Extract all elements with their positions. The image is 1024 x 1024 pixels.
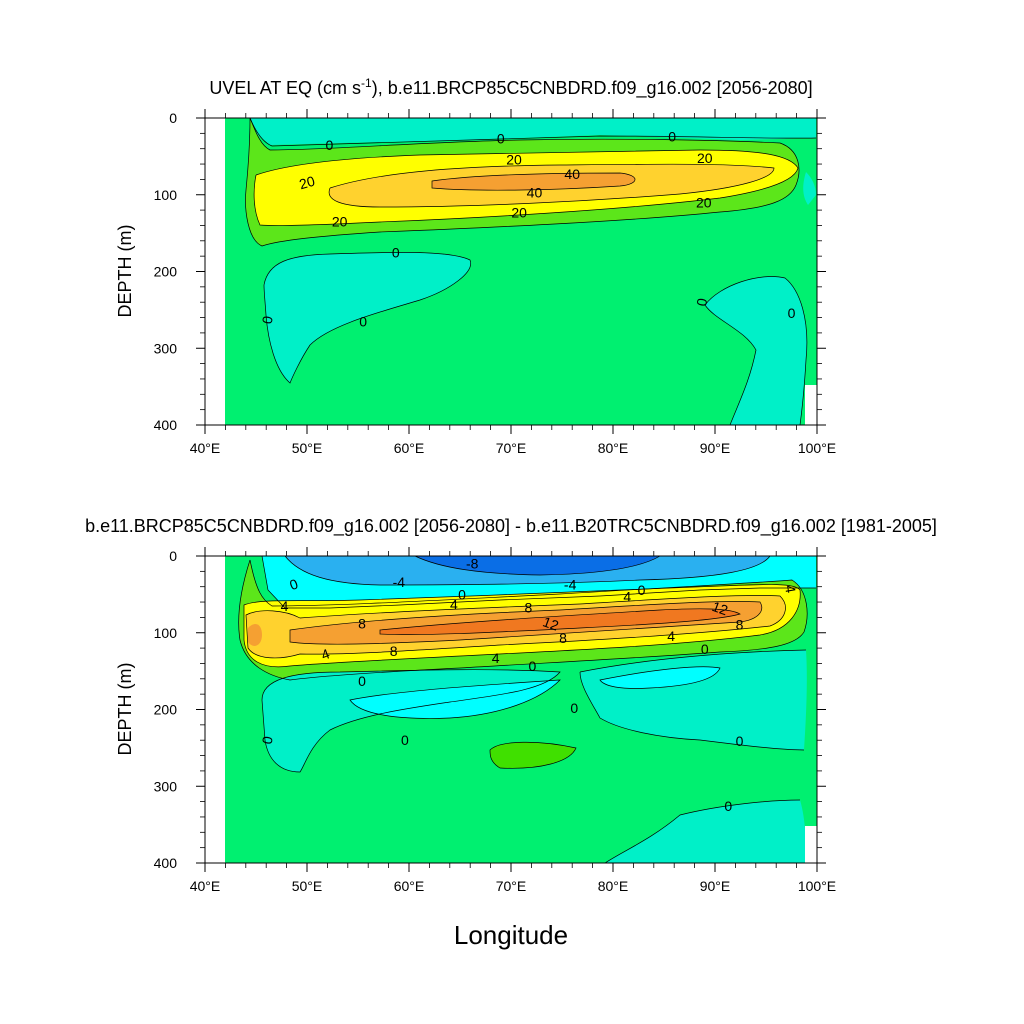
bottom-x-tick-label: 100°E	[798, 878, 836, 894]
top-contour-label: 20	[332, 214, 348, 230]
bottom-y-tick-label: 100	[154, 625, 178, 641]
bottom-contour-label: 8	[524, 599, 532, 615]
top-contour-label: 0	[668, 128, 676, 144]
bottom-ticks: 40°E 50°E 60°E 70°E 80°E 90°E 100°E 0 100 200 300 4…	[154, 547, 836, 894]
top-contour-label: 40	[564, 166, 580, 182]
top-contour-label: 40	[527, 184, 543, 200]
bottom-panel: b.e11.BRCP85C5CNBDRD.f09_g16.002 [2056-2…	[85, 516, 937, 950]
bottom-contour-label: 0	[259, 735, 276, 746]
top-y-tick-label: 0	[169, 110, 177, 126]
bottom-contour-label: 0	[358, 673, 366, 689]
top-panel: UVEL AT EQ (cm s-1), b.e11.BRCP85C5CNBDR…	[115, 76, 836, 456]
bottom-fill-deep-orange	[380, 608, 740, 635]
top-contour-label: 0	[497, 131, 505, 147]
bottom-x-tick-label: 70°E	[496, 878, 527, 894]
top-contour-label: 0	[359, 313, 367, 329]
bottom-contour-label: 8	[358, 616, 366, 632]
bottom-x-tick-label: 60°E	[394, 878, 425, 894]
bottom-x-tick-label: 50°E	[292, 878, 323, 894]
top-fill-zero-surface	[250, 118, 816, 145]
bottom-contour-label: 12	[710, 598, 730, 618]
bottom-fill-pos-lobe	[490, 742, 576, 769]
top-x-tick-label: 50°E	[292, 440, 323, 456]
top-contour-label: 0	[693, 297, 710, 308]
top-contour-label: 20	[697, 150, 713, 166]
bottom-y-axis-label: DEPTH (m)	[115, 663, 135, 756]
bottom-contour-lines	[238, 555, 816, 864]
bottom-contour-label: -4	[564, 576, 577, 592]
bottom-contour-label: 0	[736, 733, 744, 749]
bottom-x-tick-label: 40°E	[190, 878, 221, 894]
bottom-contour-label: 4	[623, 589, 631, 605]
top-x-tick-label: 90°E	[700, 440, 731, 456]
top-ticks: 40°E 50°E 60°E 70°E 80°E 90°E 100°E01002003004…	[154, 109, 836, 456]
bottom-contour-label: -4	[393, 574, 406, 590]
top-x-tick-label: 40°E	[190, 440, 221, 456]
top-x-tick-label: 100°E	[798, 440, 836, 456]
top-contour-label: 0	[259, 314, 276, 325]
top-x-tick-label: 60°E	[394, 440, 425, 456]
bottom-contour-label: -8	[466, 556, 479, 572]
bottom-contour-label: 0	[401, 732, 409, 748]
bottom-contour-label: 8	[559, 630, 567, 646]
top-contour-label: 20	[511, 204, 527, 220]
bottom-fill-orange-west	[248, 624, 262, 646]
top-x-tick-label: 70°E	[496, 440, 527, 456]
top-contour-label: 0	[392, 244, 400, 260]
bottom-contour-label: 4	[782, 584, 799, 595]
bottom-contour-label: 0	[570, 700, 578, 716]
bottom-y-tick-label: 400	[154, 855, 178, 871]
bottom-contour-label: 8	[390, 643, 398, 659]
bottom-x-tick-label: 80°E	[598, 878, 629, 894]
bottom-contour-label: 0	[458, 586, 466, 602]
top-fill-orange	[432, 173, 635, 191]
bottom-y-tick-label: 200	[154, 702, 178, 718]
bottom-contour-label: 0	[724, 798, 732, 814]
top-contour-label: 20	[506, 151, 522, 167]
bottom-contour-label: 8	[736, 616, 744, 632]
top-contour-lines	[245, 117, 817, 426]
bottom-fill-neg-mid	[350, 680, 560, 719]
top-contour-label: 20	[696, 194, 712, 210]
bottom-fill-neg-right	[600, 666, 720, 689]
bottom-y-tick-label: 0	[169, 548, 177, 564]
bottom-contour-label: 4	[281, 598, 289, 614]
top-fill-zero-east	[803, 172, 816, 205]
top-y-tick-label: 300	[154, 340, 178, 356]
bottom-contour-label: 12	[541, 613, 561, 633]
top-fill-zero-left	[264, 252, 471, 383]
bottom-fill-neg8	[415, 556, 660, 575]
top-contour-label: 0	[788, 305, 796, 321]
top-y-tick-label: 100	[154, 187, 178, 203]
top-panel-title: UVEL AT EQ (cm s-1), b.e11.BRCP85C5CNBDR…	[209, 76, 812, 99]
bottom-fill-zero-deep	[605, 800, 806, 863]
bottom-contour-fill	[205, 556, 817, 863]
top-y-tick-label: 200	[154, 264, 178, 280]
bottom-panel-title: b.e11.BRCP85C5CNBDRD.f09_g16.002 [2056-2…	[85, 516, 937, 537]
bottom-contour-label: 0	[701, 641, 709, 657]
x-axis-label: Longitude	[454, 920, 568, 950]
bottom-x-tick-label: 90°E	[700, 878, 731, 894]
bottom-contour-label: 0	[529, 658, 537, 674]
bottom-contour-label: 0	[638, 582, 646, 598]
top-contour-fill	[205, 118, 817, 425]
bottom-y-tick-label: 300	[154, 778, 178, 794]
bottom-contour-label: 4	[450, 596, 458, 612]
top-y-axis-label: DEPTH (m)	[115, 225, 135, 318]
top-x-tick-label: 80°E	[598, 440, 629, 456]
bottom-contour-label: 4	[492, 650, 500, 666]
top-y-tick-label: 400	[154, 417, 178, 433]
bottom-contour-label: 4	[667, 628, 675, 644]
top-contour-label: 20	[297, 173, 316, 193]
top-contour-label: 0	[326, 137, 334, 153]
